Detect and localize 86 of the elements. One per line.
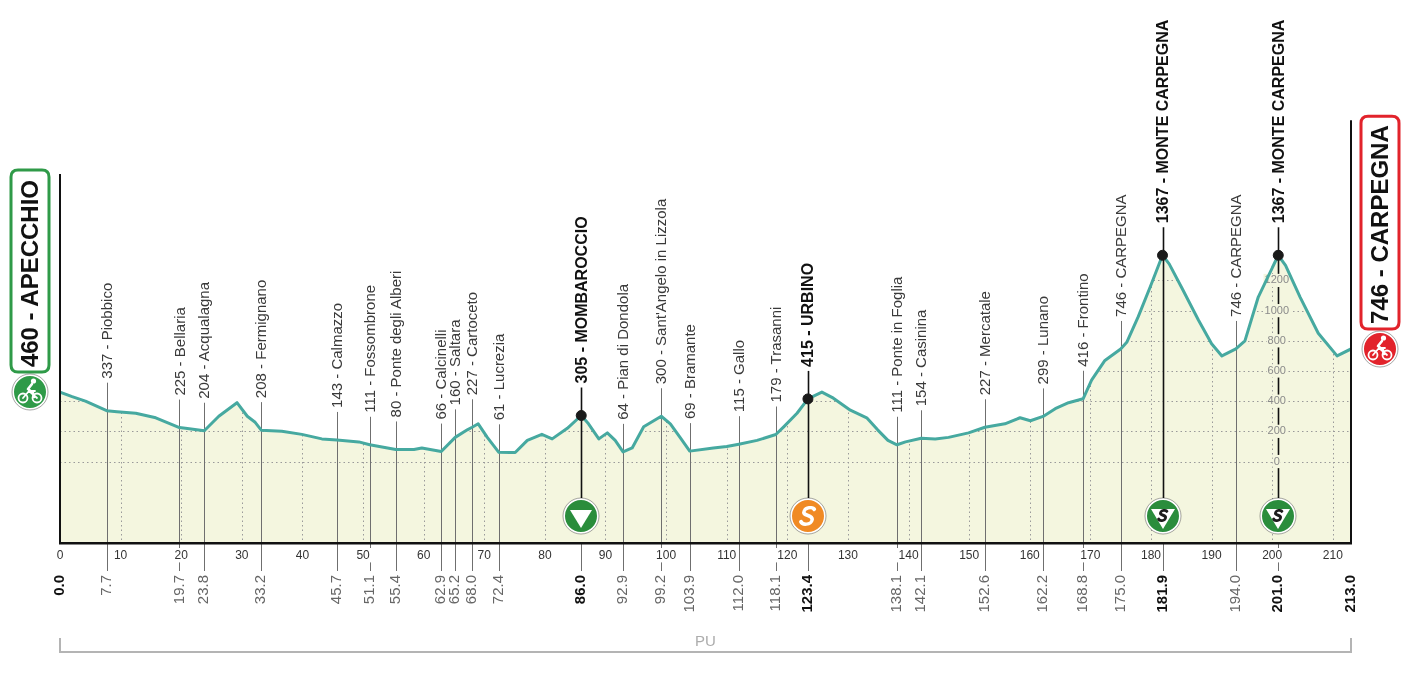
x-tick-label: 90 xyxy=(598,547,613,562)
annotation: 746 - CARPEGNA xyxy=(1365,125,1393,324)
x-tick-label: 130 xyxy=(837,547,859,562)
x2-tick-label: 23.8 xyxy=(194,575,212,605)
x2-tick-label: 55.4 xyxy=(385,575,403,605)
annotation: 154 - Casinina xyxy=(912,308,930,407)
x-tick-label: 60 xyxy=(416,547,431,562)
x-tick-label: 100 xyxy=(656,547,677,562)
x2-tick-label: 33.2 xyxy=(251,575,269,605)
annotation: 208 - Fermignano xyxy=(252,279,270,399)
x2-tick-label: 99.2 xyxy=(651,575,669,605)
annotation: 179 - Trasanni xyxy=(766,306,784,403)
annotation: 64 - Pian di Dondola xyxy=(614,283,632,420)
x-tick-label: 140 xyxy=(898,547,919,562)
annotation: 61 - Lucrezia xyxy=(489,332,507,421)
x2-tick-label: 86.0 xyxy=(571,575,589,605)
annotation: 115 - Gallo xyxy=(729,339,747,413)
point xyxy=(575,410,587,421)
x-tick-label: 20 xyxy=(174,547,189,562)
x-tick-label: 110 xyxy=(717,547,737,562)
x2-tick-label: 72.4 xyxy=(488,575,506,605)
x2-tick-label: 201.0 xyxy=(1268,575,1286,613)
annotation: 1367 - MONTE CARPEGNA xyxy=(1153,19,1171,224)
x2-tick-label: 181.9 xyxy=(1152,575,1170,613)
x2-tick-label: 142.1 xyxy=(911,575,929,613)
x-tick-label: 210 xyxy=(1322,547,1344,562)
annotation: 80 - Ponte degli Alberi xyxy=(386,270,404,418)
y-tick-label: 1000 xyxy=(1264,303,1290,316)
annotation: 227 - Cartoceto xyxy=(463,291,481,396)
annotation: 204 - Acqualagna xyxy=(195,281,213,399)
point xyxy=(1157,249,1168,261)
annotation: 69 - Bramante xyxy=(680,324,698,420)
annotation: 460 - APECCHIO xyxy=(15,179,43,368)
x2-tick-label: 168.8 xyxy=(1073,575,1091,613)
x2-tick-label: 194.0 xyxy=(1225,575,1243,613)
x2-tick-label: 0.0 xyxy=(50,575,68,596)
x-tick-label: 80 xyxy=(538,547,552,562)
point xyxy=(802,393,814,405)
x-tick-label: 30 xyxy=(235,547,249,562)
annotation: 746 - CARPEGNA xyxy=(1226,194,1244,317)
x-tick-label: 170 xyxy=(1080,547,1101,562)
x2-tick-label: 152.6 xyxy=(975,575,993,613)
x2-tick-label: 112.0 xyxy=(728,575,746,612)
y-tick-label: 600 xyxy=(1267,364,1286,377)
annotation: 300 - Sant'Angelo in Lizzola xyxy=(652,198,670,385)
x2-tick-label: 118.1 xyxy=(765,575,783,612)
x2-tick-label: 162.2 xyxy=(1033,575,1051,613)
annotation: 143 - Calmazzo xyxy=(328,302,346,408)
x-tick-label: 70 xyxy=(477,547,492,562)
x2-tick-label: 175.0 xyxy=(1110,575,1128,613)
y-tick-label: 800 xyxy=(1267,333,1286,346)
x-tick-label: 180 xyxy=(1140,547,1162,562)
x-tick-label: 150 xyxy=(959,547,980,562)
x2-tick-label: 213.0 xyxy=(1341,575,1359,613)
annotation: 746 - CARPEGNA xyxy=(1111,194,1129,317)
x2-tick-label: 7.7 xyxy=(96,575,114,596)
x2-tick-label: 92.9 xyxy=(613,575,631,605)
x-tick-label: 40 xyxy=(295,547,310,562)
x-tick-label: 50 xyxy=(356,547,371,562)
annotation: 1367 - MONTE CARPEGNA xyxy=(1269,19,1287,224)
x2-tick-label: 45.7 xyxy=(327,575,345,605)
x2-tick-label: 19.7 xyxy=(169,575,187,605)
annotation: 415 - URBINO xyxy=(799,262,817,367)
x-tick-label: 0 xyxy=(56,547,64,562)
y-tick-label: 400 xyxy=(1267,394,1286,407)
annotation: 305 - MOMBAROCCIO xyxy=(572,216,590,384)
x2-tick-label: 51.1 xyxy=(359,575,377,605)
annotation: 111 - Ponte in Foglia xyxy=(888,275,906,413)
x2-tick-label: 68.0 xyxy=(462,575,480,605)
annotation: 299 - Lunano xyxy=(1034,295,1052,385)
annotation: 337 - Piobbico xyxy=(97,282,115,379)
x2-tick-label: 123.4 xyxy=(798,574,816,613)
annotation: 225 - Bellaria xyxy=(170,306,188,396)
x-tick-label: 120 xyxy=(777,547,798,562)
text: PU xyxy=(695,632,716,649)
x2-tick-label: 138.1 xyxy=(887,575,905,613)
y-tick-label: 200 xyxy=(1267,424,1286,437)
x-tick-label: 190 xyxy=(1201,547,1222,562)
annotation: 111 - Fossombrone xyxy=(360,284,378,413)
annotation: 416 - Frontino xyxy=(1074,273,1092,367)
y-tick-label: 0 xyxy=(1273,454,1280,467)
x2-tick-label: 103.9 xyxy=(679,575,697,613)
annotation: 227 - Mercatale xyxy=(976,291,994,396)
x-tick-label: 10 xyxy=(113,547,128,562)
x-tick-label: 160 xyxy=(1019,547,1041,562)
point xyxy=(1272,249,1284,261)
